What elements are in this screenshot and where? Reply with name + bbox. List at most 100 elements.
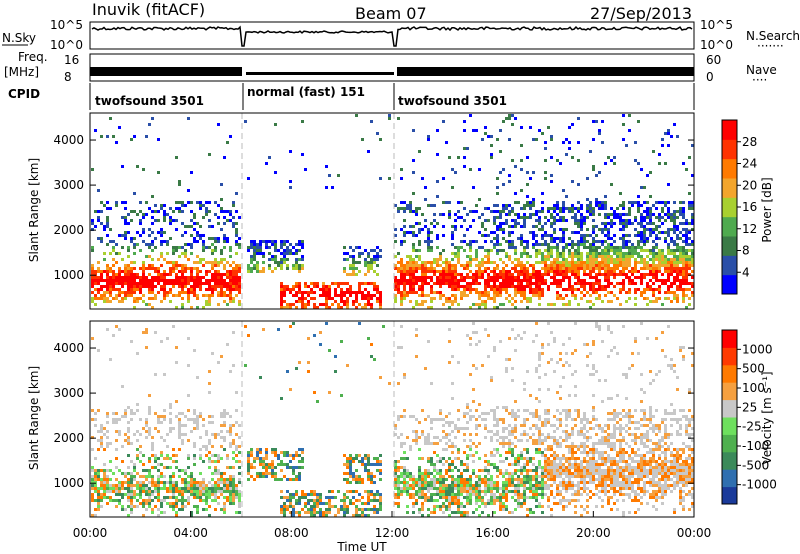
power-cell (643, 288, 646, 291)
power-cell (235, 228, 238, 231)
power-cell (175, 219, 178, 222)
power-cell (364, 303, 367, 306)
power-cell (595, 252, 598, 255)
power-cell (121, 201, 124, 204)
velocity-cell (436, 454, 439, 457)
power-cell (571, 231, 574, 234)
power-cell (406, 282, 409, 285)
power-cell (682, 240, 685, 243)
power-cell (298, 288, 301, 291)
power-ytick-label-1: 2000 (53, 223, 84, 237)
power-cell (580, 291, 583, 294)
velocity-cell (229, 490, 232, 493)
power-cell (559, 294, 562, 297)
power-cell (457, 273, 460, 276)
power-cell (130, 210, 133, 213)
power-cell (565, 261, 568, 264)
power-cell (682, 162, 685, 165)
power-cell (520, 282, 523, 285)
power-cell (682, 264, 685, 267)
power-cell (598, 255, 601, 258)
power-cell (181, 204, 184, 207)
velocity-cell (187, 394, 190, 397)
velocity-cell (373, 463, 376, 466)
velocity-cell (196, 505, 199, 508)
power-cell (319, 288, 322, 291)
power-cell (430, 306, 433, 309)
power-cell (562, 189, 565, 192)
velocity-cell (460, 487, 463, 490)
power-cell (658, 219, 661, 222)
velocity-cell (274, 454, 277, 457)
velocity-cell (295, 478, 298, 481)
power-cell (643, 237, 646, 240)
velocity-cell (142, 454, 145, 457)
velocity-cell (148, 394, 151, 397)
power-cell (487, 255, 490, 258)
power-cell (526, 300, 529, 303)
power-cell (298, 243, 301, 246)
power-cell (370, 120, 373, 123)
power-cell (91, 300, 94, 303)
power-cell (517, 261, 520, 264)
velocity-cell (142, 481, 145, 484)
velocity-cell (346, 511, 349, 514)
power-cell (484, 306, 487, 309)
power-cell (532, 246, 535, 249)
velocity-cell (289, 502, 292, 505)
power-cell (586, 234, 589, 237)
power-cell (685, 258, 688, 261)
power-cell (679, 288, 682, 291)
power-cell (94, 276, 97, 279)
power-cell (106, 243, 109, 246)
velocity-cell (148, 427, 151, 430)
power-cell (223, 216, 226, 219)
velocity-cell (433, 463, 436, 466)
power-cell (643, 243, 646, 246)
power-cell (547, 285, 550, 288)
velocity-cell (460, 427, 463, 430)
velocity-cell (121, 505, 124, 508)
power-cell (649, 195, 652, 198)
velocity-cell (238, 451, 241, 454)
power-cell (208, 303, 211, 306)
velocity-cell (238, 490, 241, 493)
power-cell (475, 204, 478, 207)
velocity-cell (376, 463, 379, 466)
power-cell (364, 273, 367, 276)
velocity-cell (127, 487, 130, 490)
velocity-cell (148, 406, 151, 409)
power-cell (244, 120, 247, 123)
power-cell (265, 162, 268, 165)
power-cell (571, 252, 574, 255)
velocity-cell (394, 478, 397, 481)
power-cell (505, 285, 508, 288)
velocity-cell (124, 487, 127, 490)
velocity-cell (463, 511, 466, 514)
velocity-cell (106, 475, 109, 478)
power-cell (250, 261, 253, 264)
velocity-cell (292, 454, 295, 457)
velocity-cell (400, 472, 403, 475)
power-cell (169, 291, 172, 294)
power-cell (553, 279, 556, 282)
velocity-cell (199, 436, 202, 439)
power-cell (661, 138, 664, 141)
power-cell (136, 297, 139, 300)
velocity-cell (112, 334, 115, 337)
velocity-cell (412, 487, 415, 490)
power-cell (502, 279, 505, 282)
velocity-cell (463, 490, 466, 493)
power-cell (184, 291, 187, 294)
velocity-cell (304, 511, 307, 514)
velocity-cell (409, 496, 412, 499)
power-cell (121, 291, 124, 294)
velocity-cell (403, 481, 406, 484)
power-cell (427, 138, 430, 141)
velocity-cell (154, 490, 157, 493)
velocity-cell (175, 487, 178, 490)
velocity-cell (271, 472, 274, 475)
power-cell (484, 294, 487, 297)
power-cell (484, 249, 487, 252)
velocity-cell (187, 484, 190, 487)
